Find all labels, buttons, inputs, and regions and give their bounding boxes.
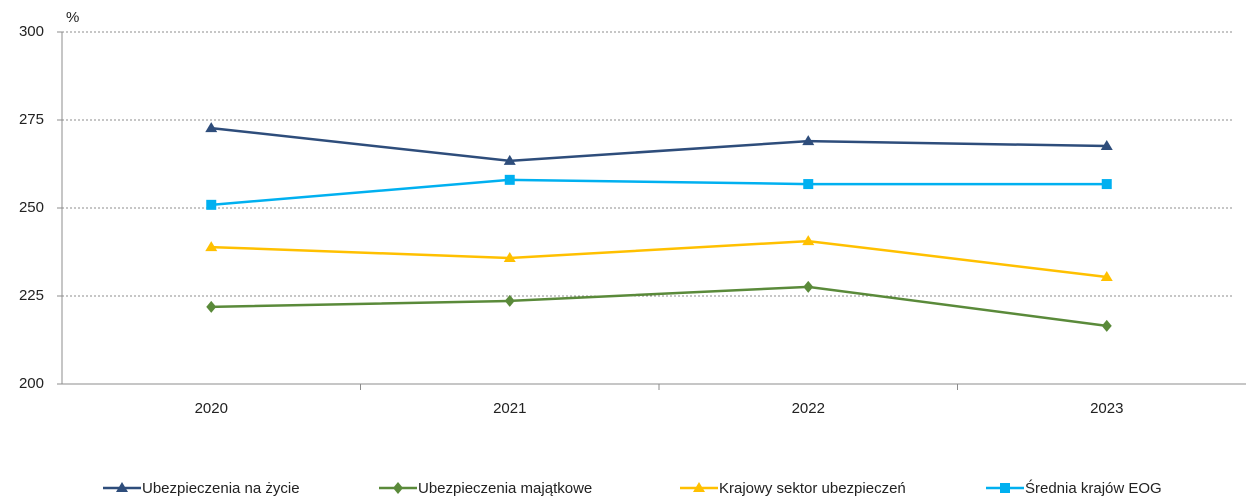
x-tick-label: 2021 xyxy=(493,400,526,417)
y-axis-label: % xyxy=(66,9,79,26)
series-line xyxy=(211,239,1107,279)
series-line xyxy=(211,285,1107,328)
point xyxy=(503,251,516,262)
legend-label: Ubezpieczenia na życie xyxy=(142,480,300,497)
y-tick-label: 275 xyxy=(19,111,44,128)
point xyxy=(1101,179,1112,190)
legend-item: Ubezpieczenia majątkowe xyxy=(379,480,592,497)
legend-marker xyxy=(693,482,705,492)
series-line xyxy=(211,126,1107,163)
point xyxy=(205,122,218,133)
series-line xyxy=(211,178,1107,207)
point xyxy=(1100,270,1113,281)
legend-item: Krajowy sektor ubezpieczeń xyxy=(680,480,906,497)
point xyxy=(503,154,516,165)
point xyxy=(504,294,515,307)
point xyxy=(1101,319,1112,332)
y-tick-label: 300 xyxy=(19,23,44,40)
y-tick-label: 250 xyxy=(19,199,44,216)
point xyxy=(802,235,815,246)
legend-label: Ubezpieczenia majątkowe xyxy=(418,480,592,497)
legend-marker xyxy=(393,482,403,494)
x-tick-label: 2022 xyxy=(792,400,825,417)
point xyxy=(504,174,515,185)
point xyxy=(205,241,218,252)
x-tick-label: 2020 xyxy=(195,400,228,417)
y-tick-label: 200 xyxy=(19,375,44,392)
point xyxy=(206,300,217,313)
legend-label: Średnia krajów EOG xyxy=(1025,479,1162,497)
legend-marker xyxy=(1000,483,1010,493)
point xyxy=(802,135,815,146)
legend-label: Krajowy sektor ubezpieczeń xyxy=(719,480,906,497)
x-tick-label: 2023 xyxy=(1090,400,1123,417)
y-tick-label: 225 xyxy=(19,287,44,304)
point xyxy=(803,179,814,190)
legend-marker xyxy=(116,482,128,492)
point xyxy=(1100,140,1113,151)
legend-item: Średnia krajów EOG xyxy=(986,479,1162,497)
legend-item: Ubezpieczenia na życie xyxy=(103,480,300,497)
point xyxy=(206,199,217,210)
point xyxy=(803,280,814,293)
